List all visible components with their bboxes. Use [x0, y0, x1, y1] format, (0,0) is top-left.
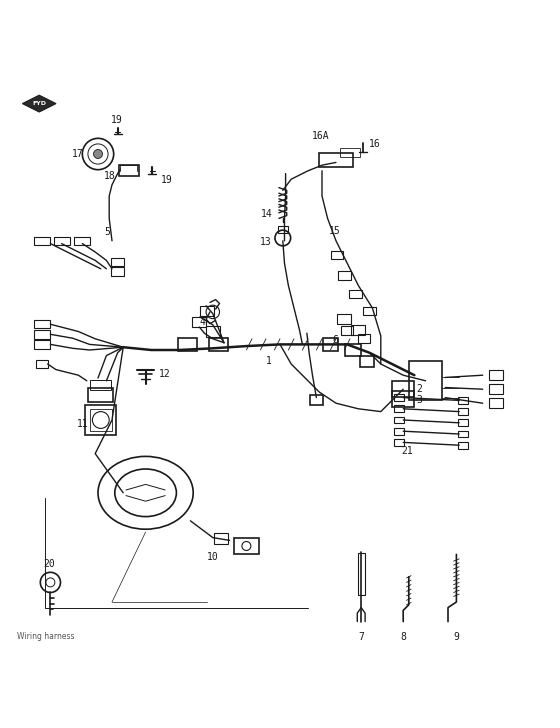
Bar — [394, 395, 404, 401]
Bar — [360, 355, 374, 367]
Polygon shape — [22, 95, 56, 112]
Bar — [214, 533, 228, 545]
Bar — [88, 388, 113, 402]
Text: 15: 15 — [329, 226, 340, 236]
Text: 11: 11 — [77, 419, 88, 429]
Bar — [74, 237, 90, 245]
Text: 14: 14 — [261, 209, 272, 219]
Bar — [90, 380, 111, 390]
Bar — [458, 442, 468, 448]
Bar — [394, 428, 404, 435]
Bar — [34, 320, 50, 328]
Bar — [345, 344, 361, 356]
Bar — [341, 326, 353, 335]
Text: 12: 12 — [160, 369, 171, 379]
Bar — [394, 416, 404, 424]
Text: 20: 20 — [44, 560, 55, 569]
Bar — [234, 537, 259, 555]
Text: 5: 5 — [105, 227, 110, 237]
Bar — [458, 408, 468, 415]
Bar — [111, 267, 124, 276]
Bar — [488, 398, 503, 408]
Bar — [488, 384, 503, 395]
Bar — [323, 339, 338, 351]
Bar — [394, 439, 404, 446]
Bar — [90, 409, 112, 431]
Bar — [36, 360, 48, 368]
Bar — [338, 272, 351, 280]
Text: 2: 2 — [416, 384, 422, 394]
Bar — [358, 553, 365, 595]
Bar — [392, 381, 414, 397]
Bar — [178, 339, 198, 351]
Text: Wiring harness: Wiring harness — [17, 632, 74, 641]
Bar — [192, 317, 206, 327]
Bar — [34, 237, 50, 245]
Bar — [458, 431, 468, 438]
Text: 6: 6 — [332, 335, 338, 345]
Text: 13: 13 — [260, 237, 271, 247]
Text: 8: 8 — [400, 633, 406, 642]
Bar — [119, 165, 139, 176]
Bar — [111, 258, 124, 266]
Text: FYD: FYD — [32, 101, 46, 106]
Bar — [409, 361, 442, 400]
Bar — [458, 397, 468, 404]
Bar — [278, 226, 288, 233]
Text: 21: 21 — [402, 446, 413, 456]
Bar — [310, 395, 323, 405]
Text: 18: 18 — [104, 171, 115, 181]
Bar — [85, 405, 116, 435]
Bar — [363, 306, 376, 315]
Text: 3: 3 — [416, 395, 422, 405]
Text: 16A: 16A — [312, 130, 330, 141]
Bar — [358, 334, 370, 344]
Bar — [458, 419, 468, 426]
Bar — [394, 405, 404, 412]
Bar — [200, 306, 214, 316]
Text: 10: 10 — [207, 553, 218, 562]
Bar — [331, 250, 343, 259]
Bar — [34, 330, 50, 339]
Text: 9: 9 — [454, 633, 459, 642]
Bar — [392, 391, 414, 406]
Bar — [208, 339, 228, 351]
Text: 16: 16 — [370, 139, 381, 149]
Bar — [54, 237, 70, 245]
Text: 4: 4 — [200, 317, 206, 327]
Text: 1: 1 — [266, 356, 272, 366]
Bar — [352, 325, 366, 336]
Bar — [319, 153, 353, 167]
Bar — [337, 314, 352, 324]
Bar — [349, 290, 362, 298]
Bar — [34, 340, 50, 349]
Bar — [340, 148, 360, 157]
Text: 19: 19 — [161, 175, 172, 186]
Text: 7: 7 — [358, 633, 364, 642]
Text: 17: 17 — [72, 149, 83, 159]
Circle shape — [94, 149, 102, 159]
Bar — [488, 370, 503, 380]
Text: 19: 19 — [111, 116, 122, 125]
Bar — [206, 326, 220, 336]
